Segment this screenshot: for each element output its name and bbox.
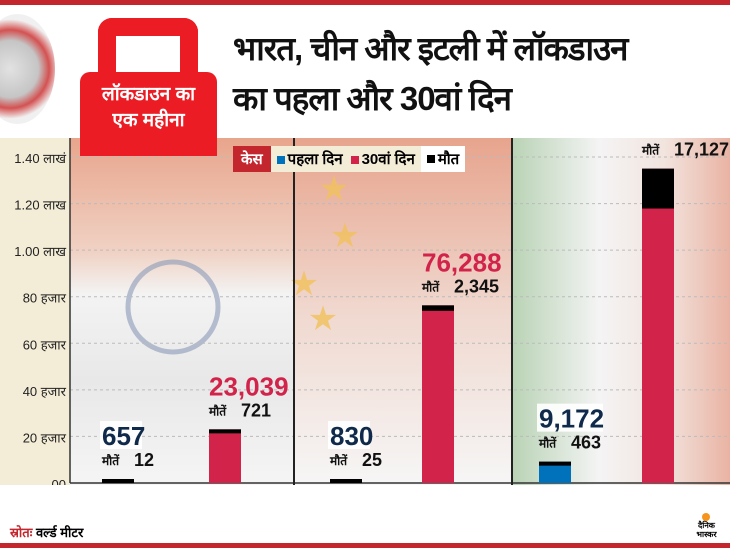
y-tick-label: 1.40 लाखं	[14, 151, 66, 166]
bar-deaths	[539, 461, 571, 466]
y-tick-label: 40 हजार	[23, 384, 67, 399]
label-background	[537, 403, 603, 432]
deaths-label: 463	[571, 433, 601, 453]
legend-keys: पहला दिन 30वां दिन	[270, 146, 421, 172]
legend-deaths: मौत	[420, 146, 466, 172]
legend: केस पहला दिन 30वां दिन मौत	[233, 146, 466, 172]
source-text: वर्ल्ड मीटर	[35, 525, 84, 540]
source-label: स्रोतः	[10, 525, 33, 540]
bar-deaths	[209, 429, 241, 434]
deaths-prefix: मौतें	[101, 454, 120, 468]
title-line1: भारत, चीन और इटली में लॉकडाउन	[233, 30, 628, 67]
bar-first-day	[539, 461, 571, 483]
source-note: स्रोतः वर्ल्ड मीटर	[6, 522, 88, 542]
legend-title: केस	[233, 146, 271, 172]
y-axis-background	[0, 138, 70, 485]
value-label: 23,039	[209, 371, 289, 401]
deaths-prefix: मौतें	[538, 437, 557, 451]
value-label: 1.35	[642, 138, 693, 141]
red-swatch-icon	[350, 156, 359, 164]
top-border	[0, 0, 730, 5]
logo-line1: दैनिक	[698, 521, 715, 530]
title-line2: का पहला और 30वां दिन	[233, 80, 512, 117]
deaths-label: 721	[241, 400, 271, 420]
ashoka-chakra-icon	[125, 259, 221, 355]
legend-day30: 30वां दिन	[350, 149, 415, 169]
badge-line2: एक महीना	[112, 110, 185, 131]
y-tick-label: 20 हजार	[23, 430, 67, 445]
star-icon: ★	[319, 170, 349, 208]
y-tick-label: 00	[52, 477, 66, 485]
legend-day30-label: 30वां दिन	[361, 151, 415, 168]
dainik-bhaskar-logo: दैनिक भास्कर	[690, 511, 723, 544]
bar-deaths	[330, 479, 362, 483]
y-tick-label: 60 हजार	[23, 337, 67, 352]
value-label: 9,172	[539, 404, 604, 434]
badge-text: लॉकडाउन का एक महीना	[80, 72, 217, 156]
deaths-label: 12	[134, 450, 154, 470]
star-icon: ★	[308, 300, 338, 338]
lock-badge: लॉकडाउन का एक महीना	[80, 18, 220, 156]
page-title: भारत, चीन और इटली में लॉकडाउन का पहला और …	[233, 24, 628, 124]
bar-day30	[209, 429, 241, 483]
deaths-prefix: मौतें	[421, 280, 440, 294]
y-tick-label: 1.00 लाख	[14, 244, 66, 259]
legend-first-day: पहला दिन	[276, 149, 343, 169]
virus-illustration	[0, 14, 55, 124]
bar-day30	[642, 168, 674, 483]
deaths-prefix: मौतें	[329, 454, 348, 468]
bottom-border	[0, 543, 730, 548]
value-label: 657	[102, 421, 145, 451]
badge-line1: लॉकडाउन का	[101, 84, 196, 105]
y-tick-label: 1.20 लाख	[14, 198, 66, 213]
lock-shackle-icon	[98, 18, 198, 88]
blue-swatch-icon	[276, 156, 285, 164]
bar-deaths	[102, 479, 134, 483]
deaths-label: 2,345	[454, 276, 499, 296]
label-background	[328, 421, 370, 449]
value-label: 76,288	[422, 247, 502, 277]
deaths-label: 17,127	[674, 140, 729, 160]
deaths-prefix: मौतें	[641, 144, 660, 158]
label-background	[100, 421, 142, 449]
y-tick-label: 80 हजार	[23, 291, 67, 306]
black-swatch-icon	[426, 155, 435, 163]
star-icon: ★	[330, 217, 360, 255]
bar-deaths	[642, 168, 674, 209]
legend-deaths-label: मौत	[437, 151, 460, 168]
legend-first-day-label: पहला दिन	[287, 151, 343, 168]
value-label: 830	[330, 421, 373, 451]
logo-line2: भास्कर	[696, 530, 717, 539]
deaths-label: 25	[362, 450, 382, 470]
bar-deaths	[422, 305, 454, 311]
deaths-prefix: मौतें	[208, 404, 227, 418]
bar-day30	[422, 305, 454, 483]
